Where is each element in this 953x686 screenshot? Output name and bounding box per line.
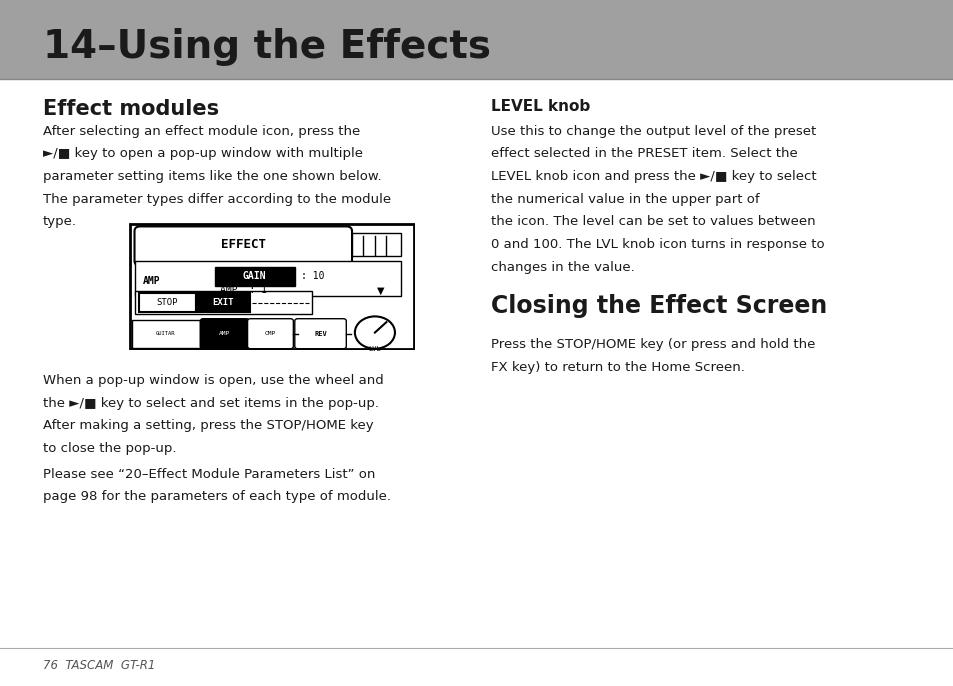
- Text: After selecting an effect module icon, press the: After selecting an effect module icon, p…: [43, 125, 360, 138]
- Bar: [134, 291, 312, 314]
- Text: effect selected in the PRESET item. Select the: effect selected in the PRESET item. Sele…: [491, 147, 798, 161]
- Text: LEVEL knob: LEVEL knob: [491, 99, 590, 115]
- Text: AMP: AMP: [143, 276, 160, 285]
- Text: 0 and 100. The LVL knob icon turns in response to: 0 and 100. The LVL knob icon turns in re…: [491, 238, 824, 251]
- Bar: [134, 261, 400, 296]
- Text: When a pop-up window is open, use the wheel and: When a pop-up window is open, use the wh…: [43, 374, 383, 387]
- Text: AMP  : 1: AMP : 1: [220, 285, 267, 296]
- Text: GAIN: GAIN: [243, 272, 266, 281]
- FancyBboxPatch shape: [248, 319, 294, 348]
- Text: EXIT: EXIT: [213, 298, 233, 307]
- Text: FX key) to return to the Home Screen.: FX key) to return to the Home Screen.: [491, 361, 744, 374]
- Text: changes in the value.: changes in the value.: [491, 261, 635, 274]
- Text: type.: type.: [43, 215, 77, 228]
- Text: LVL: LVL: [368, 346, 381, 352]
- Text: page 98 for the parameters of each type of module.: page 98 for the parameters of each type …: [43, 490, 391, 504]
- Text: LEVEL knob icon and press the ►/■ key to select: LEVEL knob icon and press the ►/■ key to…: [491, 170, 816, 183]
- Text: parameter setting items like the one shown below.: parameter setting items like the one sho…: [43, 170, 381, 183]
- Text: CMP: CMP: [265, 331, 275, 336]
- Text: EFFECT: EFFECT: [220, 238, 266, 251]
- Text: Closing the Effect Screen: Closing the Effect Screen: [491, 294, 826, 318]
- Text: : 10: : 10: [300, 272, 324, 281]
- Text: Please see “20–Effect Module Parameters List” on: Please see “20–Effect Module Parameters …: [43, 468, 375, 481]
- Text: Effect modules: Effect modules: [43, 99, 219, 119]
- FancyBboxPatch shape: [134, 226, 352, 265]
- Text: GUITAR: GUITAR: [156, 331, 175, 336]
- Text: the numerical value in the upper part of: the numerical value in the upper part of: [491, 193, 760, 206]
- Text: the ►/■ key to select and set items in the pop-up.: the ►/■ key to select and set items in t…: [43, 397, 378, 410]
- Bar: [214, 267, 294, 287]
- Text: the icon. The level can be set to values between: the icon. The level can be set to values…: [491, 215, 815, 228]
- Text: STOP: STOP: [156, 298, 178, 307]
- Bar: [196, 294, 250, 311]
- Text: Use this to change the output level of the preset: Use this to change the output level of t…: [491, 125, 816, 138]
- Text: AMP: AMP: [219, 331, 230, 336]
- FancyBboxPatch shape: [0, 0, 953, 79]
- Circle shape: [355, 316, 395, 348]
- Text: Press the STOP/HOME key (or press and hold the: Press the STOP/HOME key (or press and ho…: [491, 338, 815, 351]
- Text: 76  TASCAM  GT-R1: 76 TASCAM GT-R1: [43, 659, 155, 672]
- FancyBboxPatch shape: [200, 319, 249, 348]
- Text: ►/■ key to open a pop-up window with multiple: ►/■ key to open a pop-up window with mul…: [43, 147, 362, 161]
- Text: The parameter types differ according to the module: The parameter types differ according to …: [43, 193, 391, 206]
- Text: After making a setting, press the STOP/HOME key: After making a setting, press the STOP/H…: [43, 419, 374, 432]
- Text: REV: REV: [314, 331, 327, 337]
- Text: to close the pop-up.: to close the pop-up.: [43, 442, 176, 455]
- FancyBboxPatch shape: [294, 319, 346, 348]
- Bar: [132, 320, 200, 348]
- Text: ▼: ▼: [376, 285, 384, 296]
- Bar: [139, 294, 196, 311]
- Bar: [352, 233, 400, 257]
- Text: 14–Using the Effects: 14–Using the Effects: [43, 27, 491, 66]
